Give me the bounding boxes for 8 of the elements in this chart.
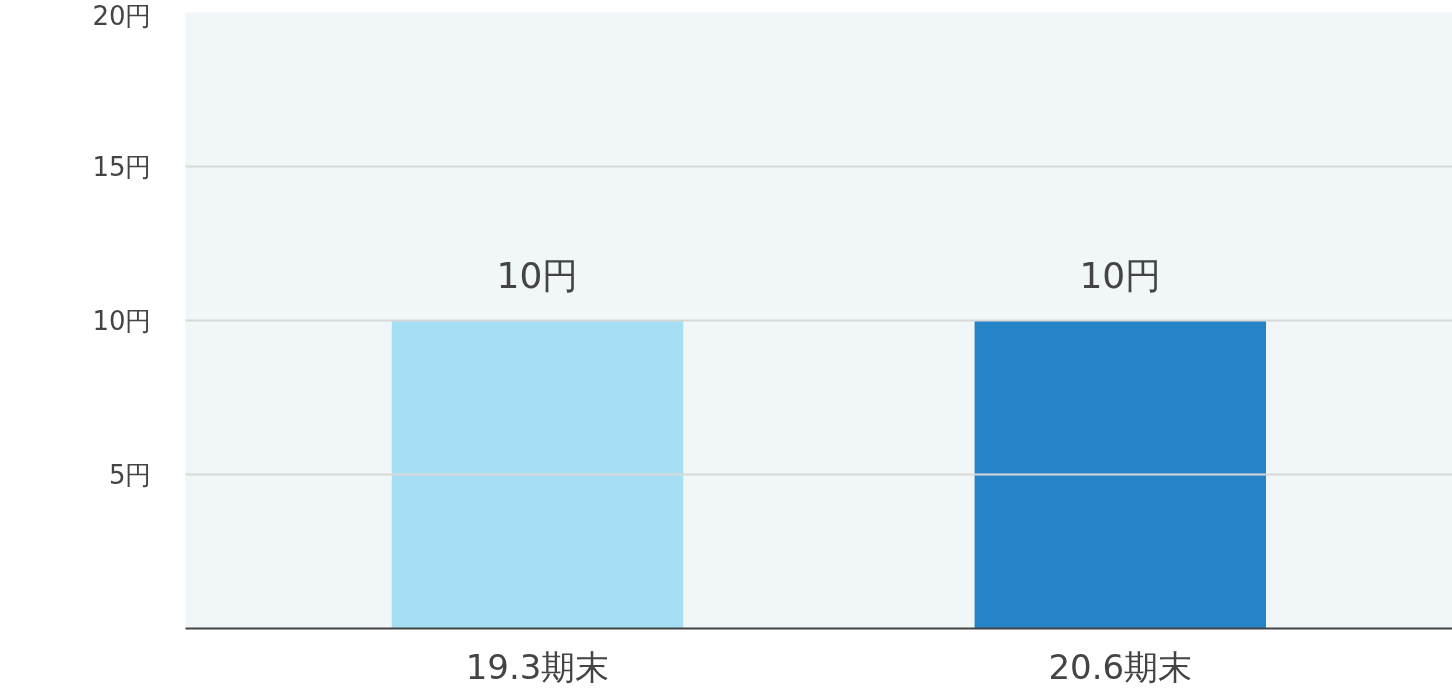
y-tick-label: 10円 [92, 305, 152, 336]
y-tick-label: 5円 [108, 459, 152, 490]
x-tick-label: 20.6期末 [1048, 646, 1193, 687]
data-label: 10円 [1079, 254, 1162, 296]
data-label: 10円 [496, 254, 579, 296]
x-tick-label: 19.3期末 [465, 646, 610, 687]
y-tick-label: 20円 [92, 0, 152, 31]
y-tick-label: 15円 [92, 151, 152, 182]
